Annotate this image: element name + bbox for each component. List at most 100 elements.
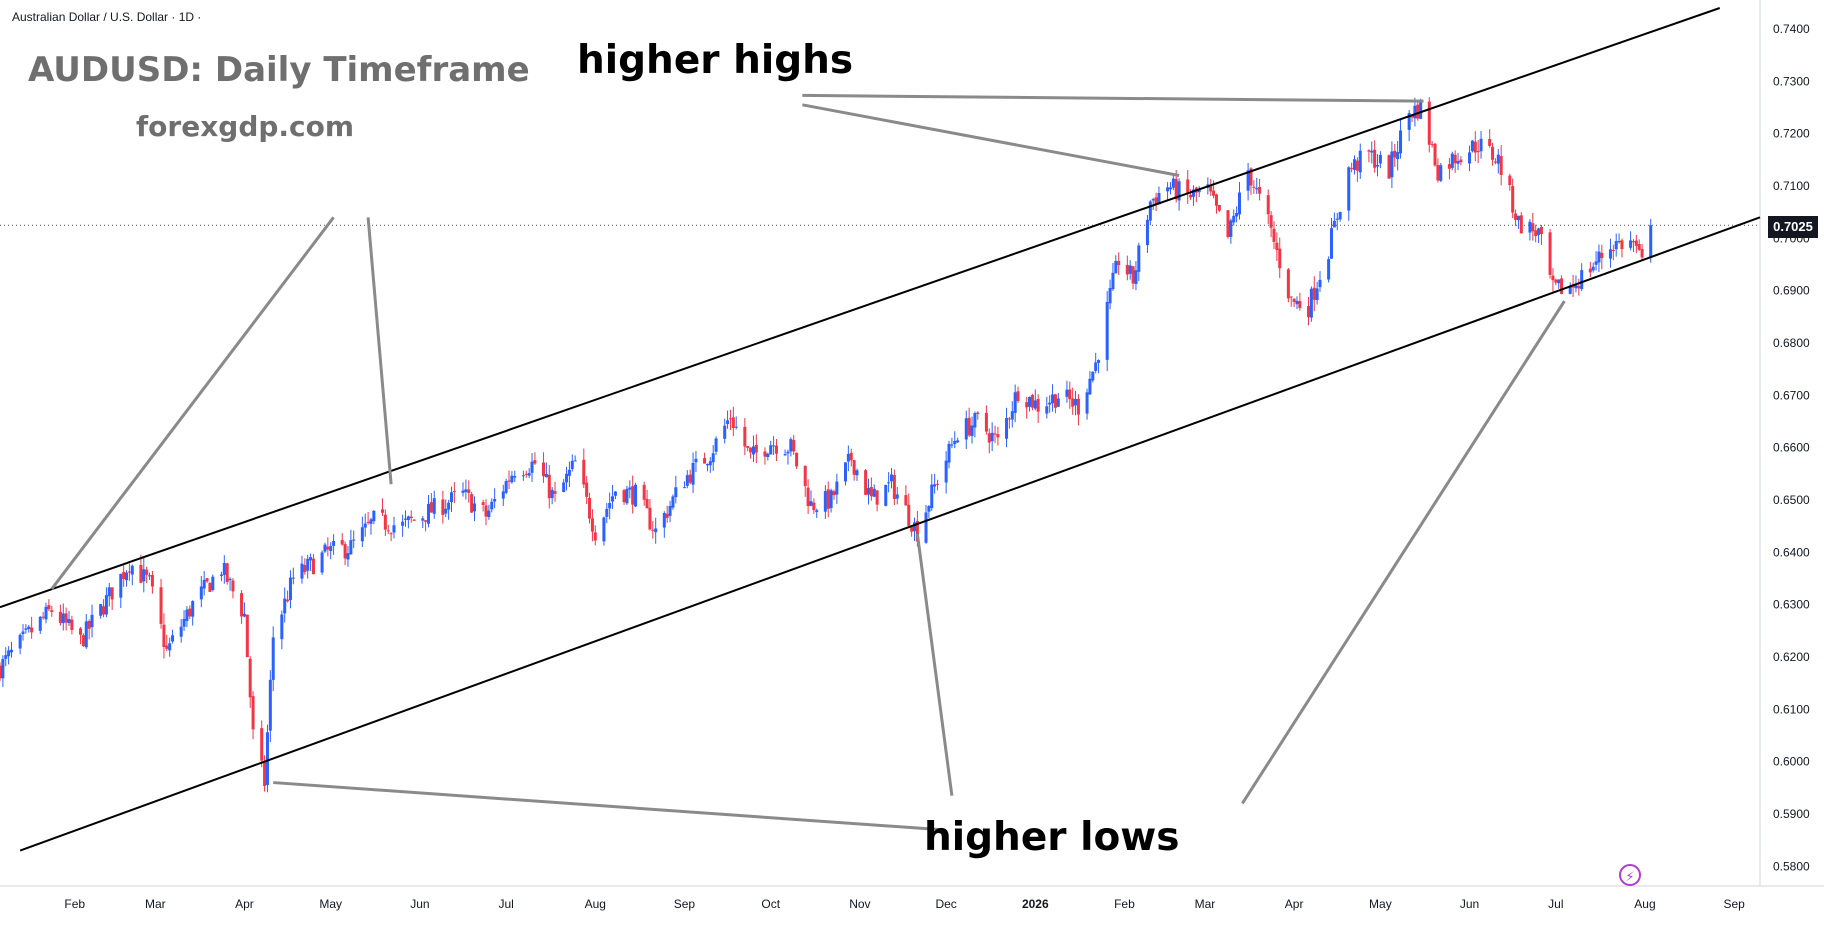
candle-body [573,460,577,462]
candle-body [1258,186,1262,194]
candle-body [504,481,508,493]
candle-body [288,577,292,601]
candle-body [625,488,629,504]
candle-body [524,473,528,475]
candle-body [789,439,793,452]
higher-low-arrow [1241,300,1566,805]
candle-body [142,569,146,582]
candle-body [1229,220,1233,237]
candle-body [1051,394,1055,404]
higher-high-arrow [802,103,1180,177]
candle-body [1430,144,1434,146]
candle-body [1212,190,1216,196]
candle-body [889,474,894,482]
higher-low-arrow [273,781,941,832]
candle-body [1013,392,1017,413]
candle-body [1649,225,1653,258]
candle-body [107,587,111,597]
candle-body [1157,193,1161,205]
candle-body [1551,275,1555,281]
candle-body [996,434,1000,438]
symbol-title[interactable]: Australian Dollar / U.S. Dollar · 1D · [12,10,202,24]
candle-body [682,487,686,489]
candle-body [464,489,468,492]
candle-body [1174,178,1178,200]
candle-body [826,489,830,509]
candle-body [245,614,249,658]
candle-body [565,473,569,483]
watermark-title: AUDUSD: Daily Timeframe [28,50,530,90]
candle-body [1399,130,1403,154]
higher-high-arrow [50,216,335,590]
candle-body [1637,244,1641,250]
candle-body [763,451,767,457]
candle-body [1390,151,1394,178]
x-tick-label: Dec [935,897,956,911]
candle-body [984,412,988,432]
candle-body [18,634,22,649]
candle-body [211,576,215,591]
candle-body [1076,398,1080,415]
candle-body [1580,270,1584,290]
candle-body [887,482,891,484]
candle-body [191,601,195,617]
candle-body [102,606,106,615]
candle-body [260,728,264,761]
candle-body [933,484,937,487]
candle-body [542,462,546,477]
candle-body [728,418,732,420]
candle-body [179,626,183,637]
candle-body [300,563,304,579]
candle-body [904,495,908,506]
higher-lows-label: higher lows [924,815,1180,860]
y-tick-label: 0.7200 [1773,127,1810,141]
candle-body [61,613,65,624]
candle-body [1278,248,1282,269]
candle-body [219,574,223,576]
x-tick-label: Oct [761,897,780,911]
trendlines-layer [0,7,1761,852]
candle-body [165,645,169,649]
candle-body [611,496,615,502]
candle-body [530,461,534,473]
candle-body [774,445,778,454]
candle-body [714,438,718,452]
candle-body [1634,240,1638,246]
candle-body [1306,306,1311,318]
candle-body [41,616,45,618]
candle-body [432,498,436,514]
candle-body [835,481,839,495]
candle-body [84,621,88,648]
y-tick-label: 0.6000 [1773,755,1810,769]
candle-body [1568,285,1572,294]
candle-body [323,544,327,552]
candle-body [1030,395,1034,408]
candle-body [654,528,658,533]
candle-body [1329,228,1334,259]
candle-body [412,519,416,521]
candle-body [1468,152,1472,164]
lightning-icon[interactable]: ⚡ [1619,864,1641,886]
candle-body [588,497,592,519]
candle-body [283,598,287,614]
candle-body [527,473,531,476]
candle-body [1410,115,1414,118]
y-tick-label: 0.6700 [1773,388,1810,402]
x-tick-label: Feb [64,897,85,911]
candle-body [1275,242,1279,250]
candle-body [1249,168,1253,186]
candle-body [872,488,876,497]
candle-body [688,474,692,483]
candle-body [1537,228,1541,235]
candle-body [605,508,609,517]
candle-body [703,458,707,464]
candle-body [947,443,951,463]
candle-body [1289,296,1293,298]
axes-layer [0,0,1824,887]
candle-body [1151,199,1155,201]
x-tick-label: Jul [498,897,513,911]
candle-body [306,558,310,571]
candle-body [426,503,431,524]
